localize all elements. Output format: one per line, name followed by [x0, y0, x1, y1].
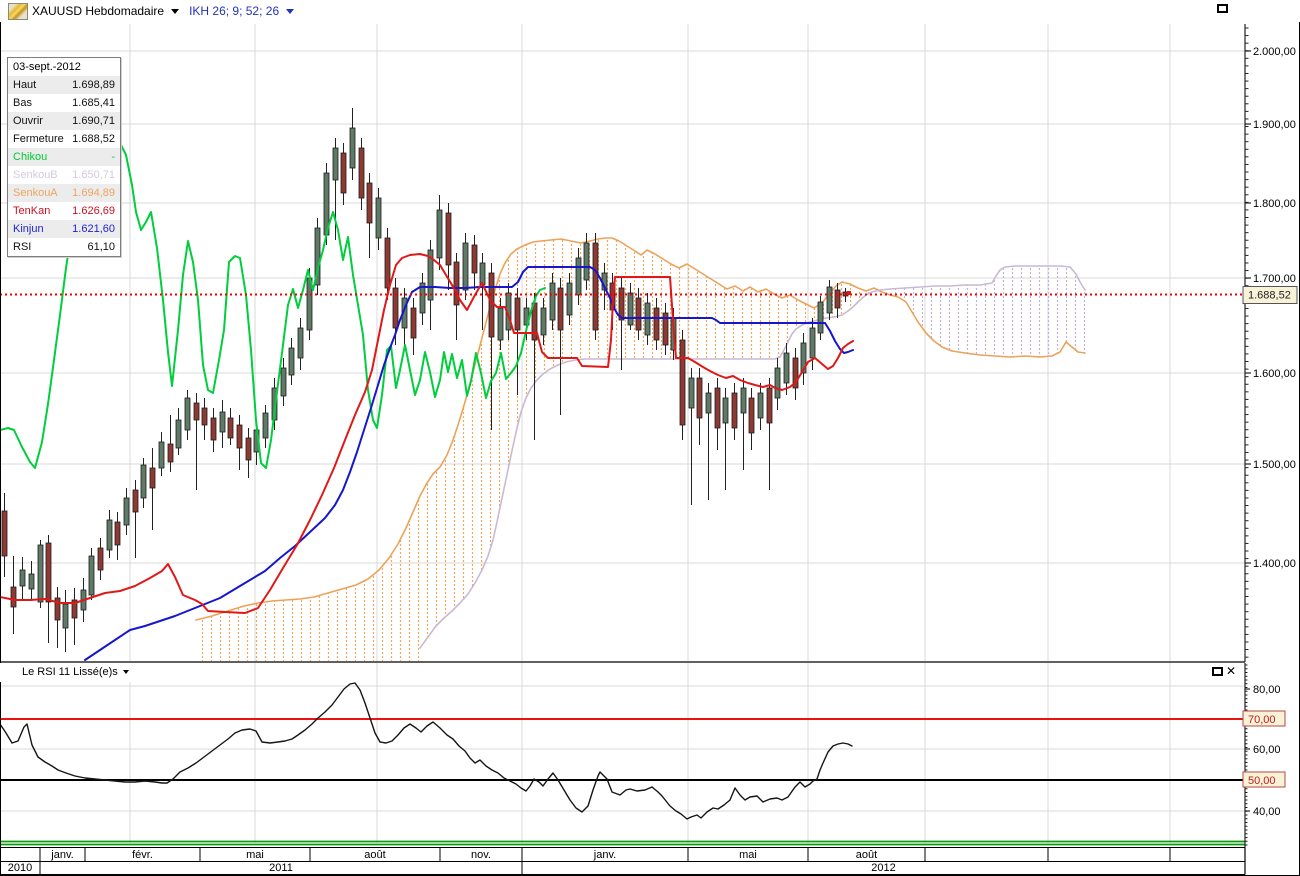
chart-toolbar: XAUUSD Hebdomadaire IKH 26; 9; 52; 26	[0, 0, 1300, 22]
svg-text:70,00: 70,00	[1248, 714, 1276, 726]
gridlines	[0, 24, 1245, 843]
svg-text:2012: 2012	[871, 862, 895, 874]
svg-text:60,00: 60,00	[1253, 744, 1281, 756]
svg-text:40,00: 40,00	[1253, 806, 1281, 818]
svg-text:80,00: 80,00	[1253, 684, 1281, 696]
svg-text:1.688,52: 1.688,52	[1248, 290, 1291, 302]
indicator-dropdown-icon[interactable]	[286, 8, 295, 14]
rsi-title-label: Le RSI 11 Lissé(e)s	[22, 666, 118, 678]
svg-text:1.800,00: 1.800,00	[1253, 198, 1296, 210]
tooltip-row: SenkouA 1.694,89	[8, 184, 120, 202]
indicator-label: IKH 26; 9; 52; 26	[189, 4, 280, 18]
rsi-level-label: 70,00	[1242, 710, 1286, 727]
last-price-label: 1.688,52	[1242, 286, 1298, 304]
svg-text:janv.: janv.	[50, 849, 73, 861]
tooltip-row: Chikou -	[8, 148, 120, 166]
tooltip-row: TenKan 1.626,69	[13, 205, 115, 217]
tooltip-row: SenkouB 1.650,71	[13, 169, 115, 181]
data-tooltip-box: 03-sept.-2012 Haut 1.698,89 Bas 1.685,41 Ouv…	[7, 57, 121, 257]
tooltip-row: Bas 1.685,41	[13, 97, 115, 109]
svg-text:nov.: nov.	[471, 849, 491, 861]
svg-text:1.500,00: 1.500,00	[1253, 459, 1296, 471]
tooltip-row: Ouvrir 1.690,71	[8, 112, 120, 130]
rsi-level-label: 50,00	[1242, 771, 1286, 788]
candles	[1, 108, 849, 652]
svg-text:50,00: 50,00	[1248, 775, 1276, 787]
svg-text:2011: 2011	[269, 862, 293, 874]
tooltip-row: Kinjun 1.621,60	[8, 220, 120, 238]
svg-text:mai: mai	[246, 849, 264, 861]
price-axis: 2.000,00 1.900,00 1.800,00 1.700,00 1.600,00…	[1244, 24, 1296, 848]
rsi-maximize-icon[interactable]	[1212, 667, 1223, 676]
svg-text:1.900,00: 1.900,00	[1253, 119, 1296, 131]
tooltip-row: RSI 61,10	[13, 241, 115, 253]
tooltip-row: Fermeture 1.688,52	[13, 133, 115, 145]
svg-text:2010: 2010	[8, 862, 32, 874]
rsi-dropdown-icon[interactable]	[122, 670, 129, 674]
svg-text:1.400,00: 1.400,00	[1253, 558, 1296, 570]
svg-text:1.700,00: 1.700,00	[1253, 273, 1296, 285]
svg-text:janv.: janv.	[593, 849, 616, 861]
last-price-line	[0, 291, 1245, 296]
svg-text:2.000,00: 2.000,00	[1253, 46, 1296, 58]
svg-text:mai: mai	[739, 849, 757, 861]
time-axis: janv. févr. mai août nov. janv. mai août 2010 201…	[0, 847, 1246, 875]
rsi-panel	[0, 682, 1245, 846]
svg-text:févr.: févr.	[132, 849, 153, 861]
rsi-panel-title: Le RSI 11 Lissé(e)s	[0, 663, 248, 682]
maximize-icon[interactable]	[1217, 4, 1228, 13]
ichimoku-cloud	[195, 237, 1086, 661]
rsi-close-icon[interactable]: ✕	[1226, 664, 1237, 678]
symbol-dropdown-icon[interactable]	[171, 8, 180, 14]
tooltip-row: Haut 1.698,89	[8, 76, 120, 94]
tooltip-date: 03-sept.-2012	[13, 61, 81, 73]
gold-bar-icon	[8, 2, 28, 20]
svg-text:1.600,00: 1.600,00	[1253, 368, 1296, 380]
svg-text:août: août	[364, 849, 385, 861]
symbol-label: XAUUSD Hebdomadaire	[32, 4, 165, 18]
svg-text:août: août	[856, 849, 877, 861]
